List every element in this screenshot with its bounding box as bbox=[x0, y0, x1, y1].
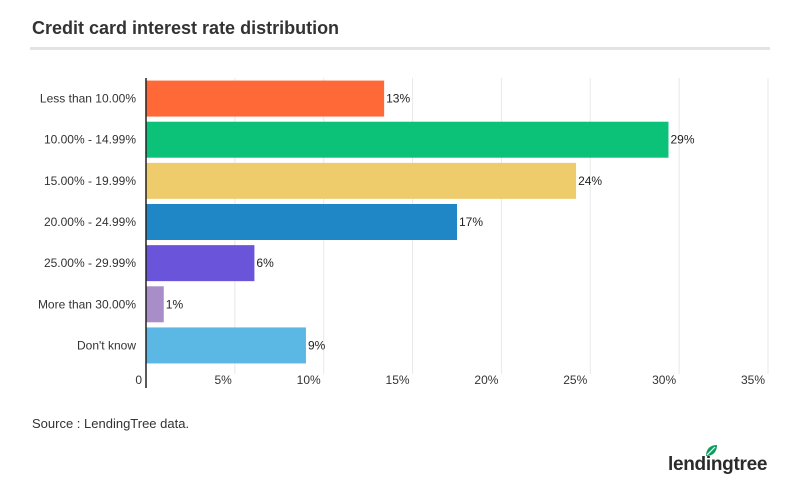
bar bbox=[146, 327, 306, 364]
x-tick-label: 20% bbox=[474, 373, 498, 387]
x-tick-label: 35% bbox=[741, 373, 765, 387]
category-label: 15.00% - 19.99% bbox=[44, 174, 136, 188]
category-label: Don't know bbox=[77, 338, 136, 352]
bar bbox=[146, 121, 669, 158]
data-label: 29% bbox=[670, 133, 694, 147]
data-label: 9% bbox=[308, 338, 326, 352]
data-label: 24% bbox=[578, 174, 602, 188]
source-note: Source : LendingTree data. bbox=[32, 416, 190, 431]
chart-title: Credit card interest rate distribution bbox=[32, 18, 340, 38]
x-tick-label: 30% bbox=[652, 373, 676, 387]
x-tick-label: 25% bbox=[563, 373, 587, 387]
bar bbox=[146, 245, 255, 282]
x-tick-label: 5% bbox=[215, 373, 233, 387]
bar bbox=[146, 286, 164, 323]
data-label: 1% bbox=[166, 297, 184, 311]
data-label: 17% bbox=[459, 215, 483, 229]
bar bbox=[146, 80, 385, 117]
lendingtree-logo[interactable]: lendingtree bbox=[668, 444, 776, 480]
x-tick-label: 0 bbox=[135, 373, 142, 387]
data-label: 13% bbox=[386, 92, 410, 106]
brand-wordmark: lendingtree bbox=[668, 454, 768, 475]
category-label: More than 30.00% bbox=[38, 297, 136, 311]
category-label: 20.00% - 24.99% bbox=[44, 215, 136, 229]
title-divider bbox=[30, 47, 770, 50]
category-label: Less than 10.00% bbox=[40, 92, 136, 106]
leaf-icon bbox=[706, 445, 717, 456]
x-tick-label: 15% bbox=[386, 373, 410, 387]
category-label: 25.00% - 29.99% bbox=[44, 256, 136, 270]
bar bbox=[146, 204, 457, 240]
data-label: 6% bbox=[256, 256, 274, 270]
bar bbox=[146, 162, 577, 199]
category-label: 10.00% - 14.99% bbox=[44, 133, 136, 147]
x-tick-label: 10% bbox=[297, 373, 321, 387]
